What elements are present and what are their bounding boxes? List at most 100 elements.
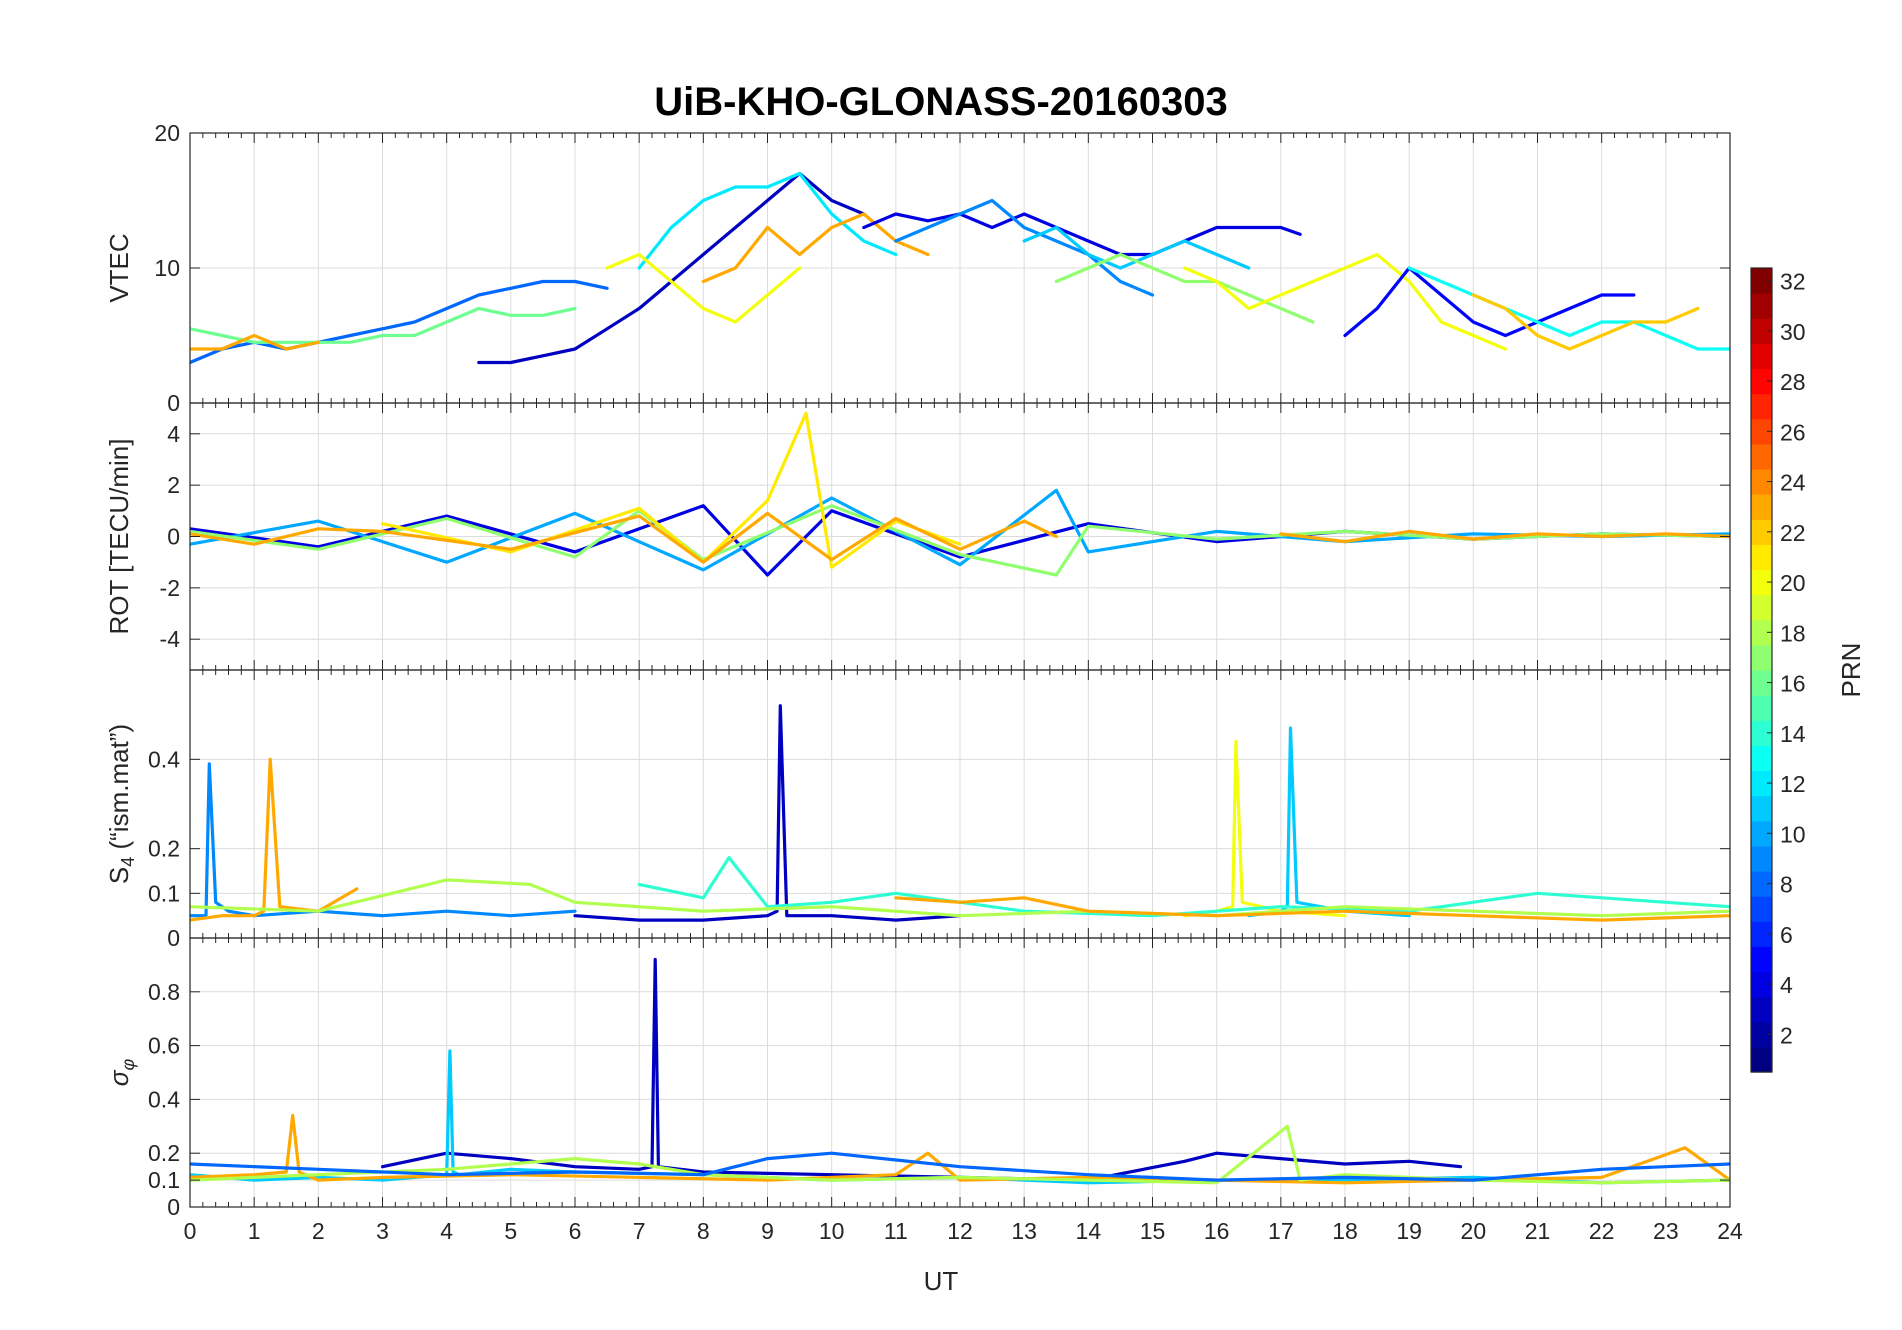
series-line-prn-23: [894, 896, 1730, 922]
colorbar-segment: [1751, 996, 1772, 1023]
colorbar-segment: [1751, 418, 1772, 445]
x-tick-label: 17: [1268, 1218, 1294, 1244]
colorbar-segment: [1751, 469, 1772, 495]
y-tick-label: -2: [160, 575, 180, 601]
y-tick-label: 0: [167, 390, 180, 416]
colorbar-tick-label: 12: [1780, 771, 1806, 797]
x-tick-label: 18: [1332, 1218, 1358, 1244]
series-line-prn-23: [1279, 529, 1730, 544]
y-tick-label: 0.4: [148, 746, 180, 772]
chart-title: UiB-KHO-GLONASS-20160303: [654, 80, 1228, 124]
colorbar-segment: [1751, 946, 1772, 973]
series-line-prn-17: [190, 504, 1730, 577]
y-tick-label: 0.4: [148, 1086, 180, 1112]
x-tick-label: 0: [184, 1218, 197, 1244]
x-tick-label: 11: [884, 1218, 908, 1244]
colorbar-tick-label: 20: [1780, 570, 1806, 596]
colorbar-tick-label: 22: [1780, 520, 1806, 546]
series-line-prn-3: [573, 704, 962, 922]
panel-vtec: 0 10 20 VTEC: [104, 120, 1731, 416]
series-line-prn-8: [190, 1151, 1730, 1182]
panel-sigma-y-axis: 00.10.2 0.4 0.6 0.8: [148, 979, 1730, 1220]
x-tick-label: 20: [1461, 1218, 1487, 1244]
y-tick-label: 0.6: [148, 1033, 180, 1059]
panel-rot-x-ticks: [189, 403, 1731, 670]
series-line-prn-16: [190, 306, 577, 344]
colorbar-segment: [1751, 820, 1772, 847]
x-tick-label: 12: [947, 1218, 973, 1244]
colorbar-segment: [1751, 494, 1772, 520]
colorbar-tick-label: 4: [1780, 972, 1793, 998]
series-line-prn-23: [190, 511, 1058, 564]
x-tick-label: 13: [1011, 1218, 1037, 1244]
colorbar-tick-label: 6: [1780, 922, 1793, 948]
panel-sigma-series: [190, 957, 1730, 1185]
y-tick-label: 0: [167, 925, 180, 951]
colorbar-tick-label: 28: [1780, 369, 1806, 395]
panel-vtec-series: [190, 171, 1730, 365]
colorbar-segment: [1751, 619, 1772, 646]
colorbar-segment: [1751, 971, 1772, 998]
x-tick-label: 7: [633, 1218, 646, 1244]
panel-vtec-x-ticks: [189, 133, 1731, 403]
colorbar-segment: [1751, 695, 1772, 721]
panel-sigma-x-ticks: [189, 938, 1731, 1207]
colorbar-label: PRN: [1836, 643, 1866, 698]
colorbar-segment: [1751, 368, 1772, 395]
colorbar-segment: [1751, 871, 1772, 897]
series-line-prn-4: [862, 212, 1302, 257]
colorbar-segment: [1751, 343, 1772, 370]
series-line-prn-9: [894, 198, 1155, 297]
colorbar-segment: [1751, 745, 1772, 772]
y-tick-label: 2: [167, 472, 180, 498]
panel-vtec-y-label: VTEC: [104, 233, 134, 302]
series-line-prn-18: [190, 878, 1730, 918]
colorbar-segment: [1751, 921, 1772, 947]
x-tick-label: 16: [1204, 1218, 1230, 1244]
panel-s4-y-label: S4 (“ism.mat”): [104, 724, 138, 884]
colorbar-tick-label: 10: [1780, 821, 1806, 847]
series-line-prn-23: [701, 212, 930, 284]
colorbar-segment: [1751, 544, 1772, 571]
panel-sigma-y-label: σφ: [104, 1059, 138, 1087]
colorbar-segment: [1751, 720, 1772, 746]
colorbar-tick-label: 8: [1780, 872, 1793, 898]
x-tick-label: 21: [1525, 1218, 1551, 1244]
colorbar-segment: [1751, 594, 1772, 621]
y-tick-label: 0: [167, 524, 180, 550]
series-line-prn-20: [1182, 252, 1508, 351]
panel-rot-y-axis: -4 -2 0 2 4: [160, 421, 1730, 652]
colorbar-segment: [1751, 318, 1772, 344]
colorbar-tick-label: 18: [1780, 620, 1806, 646]
x-tick-label: 14: [1076, 1218, 1102, 1244]
y-tick-label: 4: [167, 421, 180, 447]
series-line-prn-5: [1343, 266, 1636, 338]
series-line-prn-3: [380, 957, 1463, 1182]
y-tick-label: 0.1: [148, 880, 180, 906]
colorbar-frame: [1750, 267, 1773, 1073]
series-line-prn-22: [1471, 293, 1700, 351]
colorbar-segment: [1751, 795, 1772, 822]
colorbar-segment: [1751, 845, 1772, 872]
x-tick-label: 15: [1140, 1218, 1166, 1244]
panel-rot-y-label: ROT [TECU/min]: [104, 439, 134, 635]
series-line-prn-12: [637, 171, 898, 270]
x-tick-label: 6: [569, 1218, 582, 1244]
colorbar-segment: [1751, 519, 1772, 545]
x-axis-label: UT: [924, 1266, 959, 1296]
x-tick-label: 5: [504, 1218, 517, 1244]
colorbar-segment: [1751, 293, 1772, 319]
panel-s4-series: [190, 704, 1730, 922]
panel-s4-x-ticks: [189, 670, 1731, 938]
x-tick-label: 2: [312, 1218, 325, 1244]
series-line-prn-17: [1054, 252, 1315, 324]
y-tick-label: 0.2: [148, 836, 180, 862]
colorbar-tick-label: 2: [1780, 1022, 1793, 1048]
x-tick-label: 24: [1717, 1218, 1743, 1244]
y-tick-label: 0: [167, 1194, 180, 1220]
series-line-prn-23: [190, 333, 320, 351]
